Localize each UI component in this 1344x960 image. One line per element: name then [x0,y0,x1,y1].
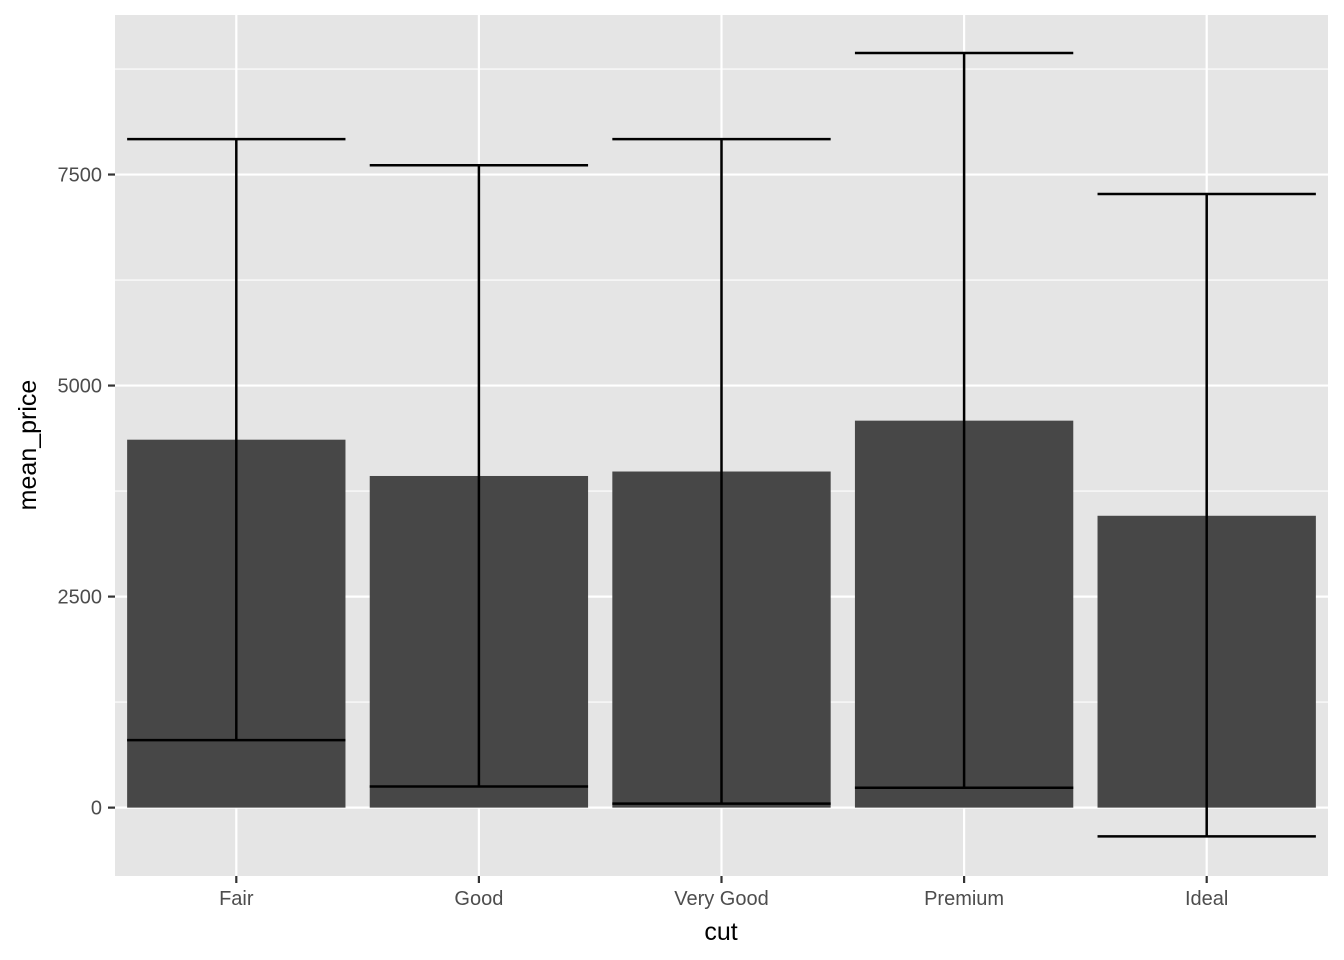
x-tick-label: Good [454,888,503,910]
error-bar-premium [854,51,1074,789]
y-axis-title: mean_price [14,380,42,511]
x-tick-label: Fair [219,888,254,910]
y-tick-label: 2500 [58,587,103,609]
error-bars [127,51,1316,838]
x-tick-label: Ideal [1185,888,1228,910]
y-tick-label: 5000 [58,376,103,398]
x-axis-title: cut [704,918,737,946]
y-tick-label: 7500 [58,165,103,187]
x-axis-ticks: Fair Good Very Good Premium Ideal [219,876,1228,910]
y-axis-ticks: 0 2500 5000 7500 [58,165,115,820]
error-bar-very-good [612,137,831,805]
error-bar-good [369,164,589,788]
y-tick-label: 0 [91,798,102,820]
error-bar-fair [127,137,346,742]
x-tick-label: Premium [924,888,1004,910]
x-tick-label: Very Good [674,888,769,910]
error-bar-ideal [1097,192,1316,838]
